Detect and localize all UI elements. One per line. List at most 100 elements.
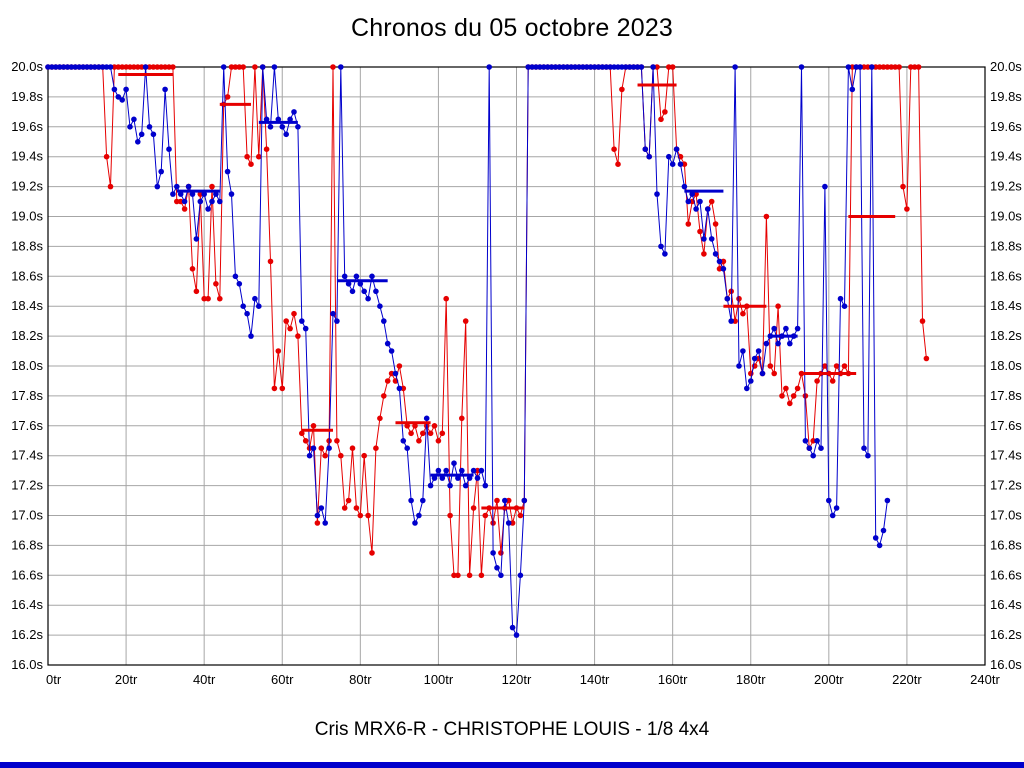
- x-tick-label: 140tr: [580, 672, 610, 687]
- data-point: [908, 64, 914, 70]
- data-point: [314, 520, 321, 526]
- data-point: [236, 64, 243, 70]
- data-point: [529, 64, 535, 70]
- data-point: [275, 348, 282, 354]
- data-point: [322, 520, 329, 526]
- data-point: [80, 64, 86, 70]
- data-point: [587, 64, 594, 70]
- data-point: [740, 348, 746, 354]
- data-point: [544, 64, 551, 70]
- data-point: [502, 497, 508, 504]
- data-point: [646, 153, 652, 160]
- x-tick-label: 240tr: [970, 672, 1000, 687]
- data-point: [392, 370, 399, 377]
- data-point: [462, 318, 469, 324]
- data-point: [701, 236, 707, 242]
- data-point: [404, 445, 411, 452]
- data-point: [591, 64, 598, 70]
- data-point: [447, 512, 453, 519]
- data-point: [513, 632, 520, 638]
- data-point: [662, 109, 668, 115]
- data-point: [314, 512, 321, 519]
- data-point: [338, 452, 344, 459]
- y-tick-label-right: 17.0s: [990, 508, 1022, 523]
- data-point: [900, 183, 906, 190]
- data-point: [829, 378, 836, 384]
- data-point: [517, 572, 524, 579]
- data-point: [447, 482, 453, 489]
- data-point: [857, 64, 863, 70]
- data-point: [299, 430, 305, 437]
- data-point: [853, 64, 859, 70]
- data-point: [560, 64, 567, 70]
- data-point: [701, 251, 707, 257]
- data-point: [673, 146, 680, 152]
- y-tick-label-left: 18.0s: [11, 358, 43, 373]
- data-point: [783, 325, 789, 332]
- x-tick-label: 120tr: [502, 672, 532, 687]
- data-point: [810, 438, 816, 444]
- y-tick-label-left: 18.8s: [11, 238, 43, 253]
- data-point: [439, 475, 446, 481]
- data-point: [255, 303, 262, 310]
- data-point: [158, 168, 164, 175]
- data-point: [373, 445, 379, 452]
- data-point: [53, 64, 59, 70]
- data-point: [732, 318, 738, 324]
- x-tick-label: 220tr: [892, 672, 922, 687]
- data-point: [744, 385, 750, 392]
- data-point: [127, 124, 133, 130]
- data-point: [318, 445, 325, 452]
- data-point: [666, 153, 672, 160]
- data-point: [369, 550, 375, 556]
- data-point: [287, 325, 293, 332]
- data-point: [373, 288, 379, 295]
- data-point: [279, 124, 286, 130]
- data-point: [630, 64, 637, 70]
- data-point: [494, 565, 500, 571]
- data-point: [236, 281, 243, 287]
- data-point: [455, 475, 461, 481]
- y-tick-label-right: 17.4s: [990, 448, 1022, 463]
- y-tick-label-left: 18.2s: [11, 328, 43, 343]
- data-point: [119, 97, 125, 103]
- data-point: [349, 288, 356, 295]
- data-point: [837, 295, 844, 302]
- data-point: [107, 183, 114, 190]
- data-point: [865, 64, 871, 70]
- y-tick-label-left: 20.0s: [11, 59, 43, 74]
- y-tick-label-right: 18.4s: [990, 298, 1022, 313]
- data-point: [213, 281, 219, 287]
- data-point: [224, 168, 231, 175]
- y-tick-label-left: 19.4s: [11, 149, 43, 164]
- data-point: [681, 183, 688, 190]
- data-point: [818, 445, 824, 452]
- data-point: [470, 467, 477, 474]
- data-point: [615, 161, 621, 167]
- y-tick-label-right: 18.2s: [990, 328, 1022, 343]
- data-point: [689, 191, 695, 197]
- y-tick-label-right: 19.4s: [990, 149, 1022, 164]
- data-point: [849, 64, 856, 70]
- data-point: [861, 445, 867, 452]
- data-point: [416, 438, 422, 444]
- data-point: [451, 460, 457, 467]
- data-point: [790, 393, 797, 399]
- data-point: [330, 64, 336, 70]
- bottom-accent-bar: [0, 762, 1024, 768]
- data-point: [416, 512, 422, 519]
- data-point: [767, 363, 774, 369]
- y-tick-label-left: 19.6s: [11, 119, 43, 134]
- data-point: [357, 281, 364, 287]
- data-point: [177, 198, 184, 205]
- data-point: [291, 109, 297, 115]
- data-point: [654, 64, 660, 70]
- y-tick-label-right: 16.0s: [990, 657, 1022, 672]
- data-point: [904, 206, 910, 212]
- data-point: [466, 572, 473, 579]
- y-tick-label-left: 16.4s: [11, 597, 43, 612]
- data-point: [607, 64, 613, 70]
- data-point: [185, 183, 192, 190]
- data-point: [619, 64, 625, 70]
- data-point: [318, 505, 325, 511]
